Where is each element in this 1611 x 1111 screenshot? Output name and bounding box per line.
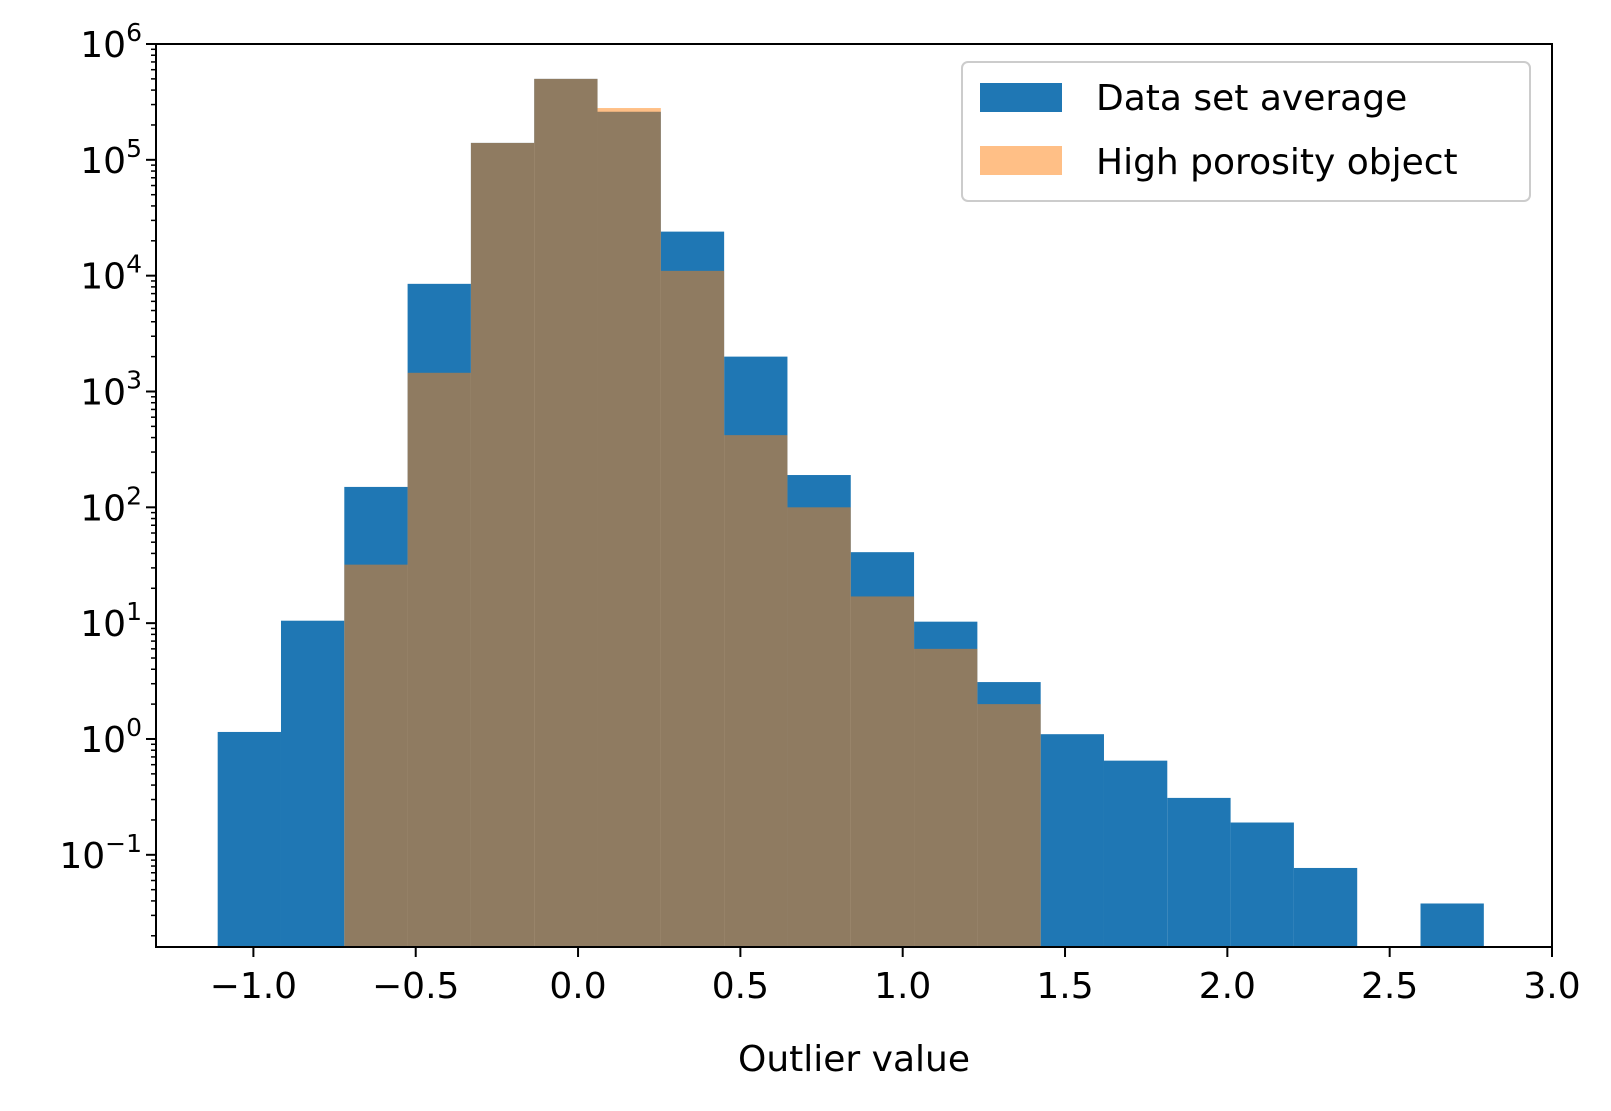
bar-high-porosity-object-9	[787, 507, 851, 947]
bar-high-porosity-object-4	[470, 142, 535, 947]
bars-layer	[217, 78, 1484, 948]
bar-high-porosity-object-10	[850, 596, 915, 947]
x-tick-label: 1.5	[1036, 966, 1093, 1007]
x-tick-label: 3.0	[1523, 966, 1580, 1007]
bar-high-porosity-object-6	[597, 108, 661, 948]
bar-data-set-average-19	[1420, 903, 1484, 947]
legend-label-data-set-average: Data set average	[1096, 78, 1407, 119]
x-tick-label: 0.0	[549, 966, 606, 1007]
plot-frame	[155, 43, 1553, 948]
bar-high-porosity-object-11	[914, 648, 978, 947]
bar-data-set-average-15	[1167, 797, 1231, 947]
y-tick-label: 10−1	[59, 829, 142, 877]
y-tick-label: 100	[80, 713, 142, 761]
x-tick-label: −0.5	[372, 966, 459, 1007]
bar-data-set-average-17	[1293, 867, 1358, 947]
y-tick-label: 104	[80, 250, 142, 298]
legend: Data set average High porosity object	[961, 61, 1531, 202]
y-tick-label: 101	[80, 597, 142, 645]
bar-data-set-average-16	[1230, 822, 1294, 947]
legend-swatch-data-set-average	[980, 83, 1062, 112]
bar-data-set-average-14	[1103, 760, 1168, 947]
y-tick-label: 103	[80, 365, 142, 413]
x-tick-label: −1.0	[210, 966, 297, 1007]
axes-layer	[155, 43, 1553, 948]
bar-data-set-average-0	[217, 731, 281, 947]
y-tick-label: 105	[80, 134, 142, 182]
bar-data-set-average-1	[280, 620, 345, 947]
x-tick-label: 0.5	[712, 966, 769, 1007]
bar-high-porosity-object-2	[344, 564, 408, 947]
bar-high-porosity-object-5	[534, 78, 598, 948]
legend-swatch-high-porosity-object	[980, 146, 1062, 175]
y-tick-label: 106	[80, 18, 142, 66]
bar-high-porosity-object-12	[977, 704, 1041, 947]
y-tick-label: 102	[80, 481, 142, 529]
x-axis: −1.0 −0.5 0.0 0.5 1.0 1.5 2.0 2.5 3.0	[210, 947, 1581, 1007]
x-tick-label: 1.0	[874, 966, 931, 1007]
legend-label-high-porosity-object: High porosity object	[1096, 142, 1458, 183]
bar-high-porosity-object-8	[724, 435, 788, 947]
bar-data-set-average-13	[1040, 734, 1104, 947]
x-tick-label: 2.5	[1361, 966, 1418, 1007]
x-axis-label: Outlier value	[738, 1039, 970, 1080]
legend-box	[961, 61, 1531, 202]
bar-high-porosity-object-3	[407, 372, 471, 947]
y-axis: 10−1 100 101 102 103 104 105 106	[59, 18, 156, 937]
bar-high-porosity-object-7	[660, 270, 725, 947]
x-tick-label: 2.0	[1199, 966, 1256, 1007]
